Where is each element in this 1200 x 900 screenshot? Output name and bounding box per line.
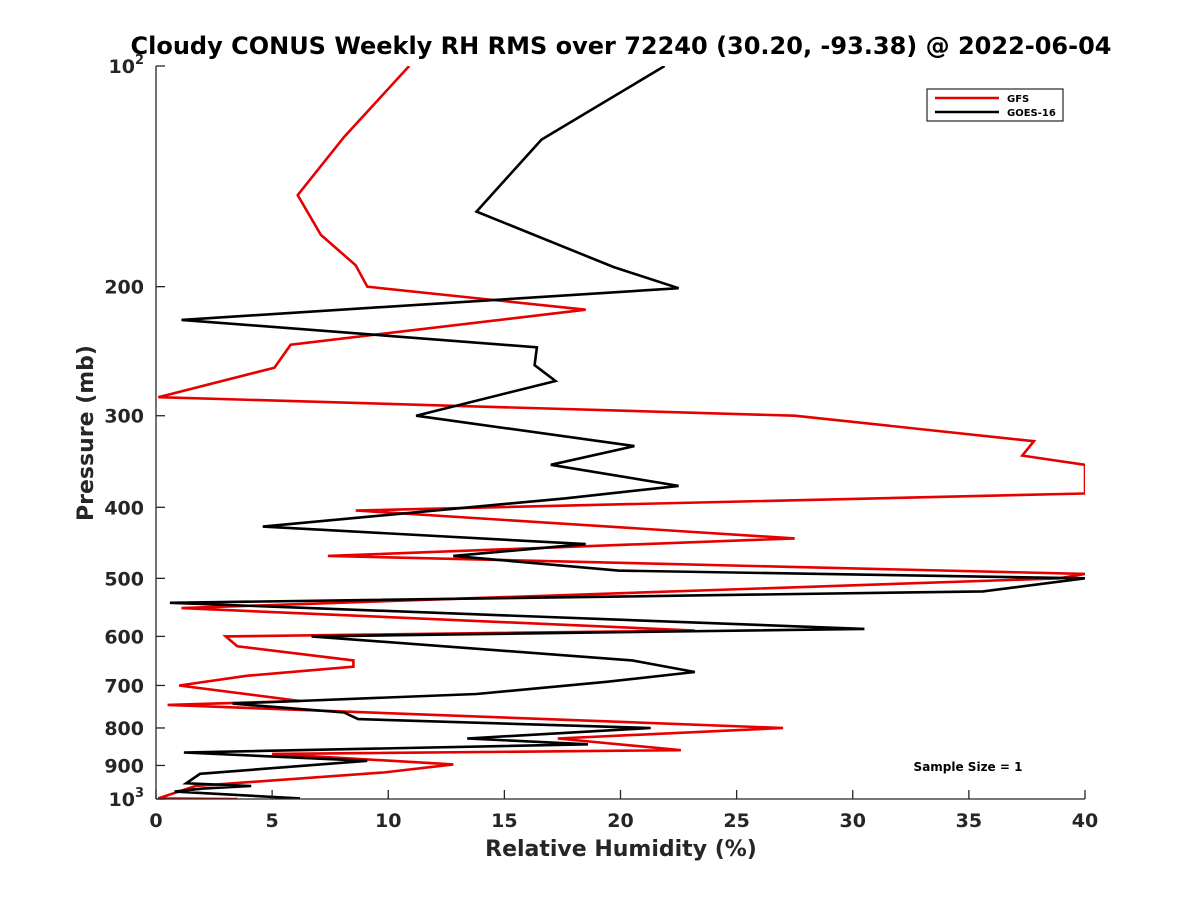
- x-tick-label: 10: [375, 810, 401, 832]
- y-tick-label: 600: [104, 626, 144, 648]
- legend-label-gfs: GFS: [1007, 94, 1029, 105]
- plot-area: 0 5 10 15 20 25 30 35 40 102 200 300 400 500 600 700 800…: [104, 53, 1098, 832]
- y-tick-label: 200: [104, 277, 144, 299]
- x-tick-label: 20: [607, 810, 633, 832]
- x-tick-label: 35: [956, 810, 982, 832]
- x-tick-label: 25: [723, 810, 749, 832]
- series-line-goes-16: [169, 66, 1085, 799]
- y-tick-label: 800: [104, 718, 144, 740]
- x-tick-label: 0: [149, 810, 162, 832]
- chart-title: Cloudy CONUS Weekly RH RMS over 72240 (3…: [131, 32, 1112, 60]
- series-line-gfs: [157, 66, 1085, 799]
- x-tick-label: 30: [840, 810, 866, 832]
- y-tick-label: 700: [104, 675, 144, 697]
- legend: GFS GOES-16: [926, 88, 1064, 122]
- x-tick-label: 40: [1072, 810, 1098, 832]
- y-tick-label: 500: [104, 568, 144, 590]
- y-axis-label: Pressure (mb): [74, 345, 99, 521]
- legend-box: [926, 88, 1064, 122]
- x-axis-label: Relative Humidity (%): [485, 837, 757, 862]
- y-tick-label: 102: [109, 53, 145, 78]
- x-tick-label: 15: [491, 810, 517, 832]
- y-tick-label: 103: [109, 786, 145, 811]
- legend-label-goes-16: GOES-16: [1007, 108, 1056, 119]
- y-tick-label: 300: [104, 406, 144, 428]
- y-tick-label: 400: [104, 497, 144, 519]
- sample-size-annotation: Sample Size = 1: [914, 760, 1023, 774]
- x-tick-label: 5: [266, 810, 279, 832]
- y-tick-label: 900: [104, 755, 144, 777]
